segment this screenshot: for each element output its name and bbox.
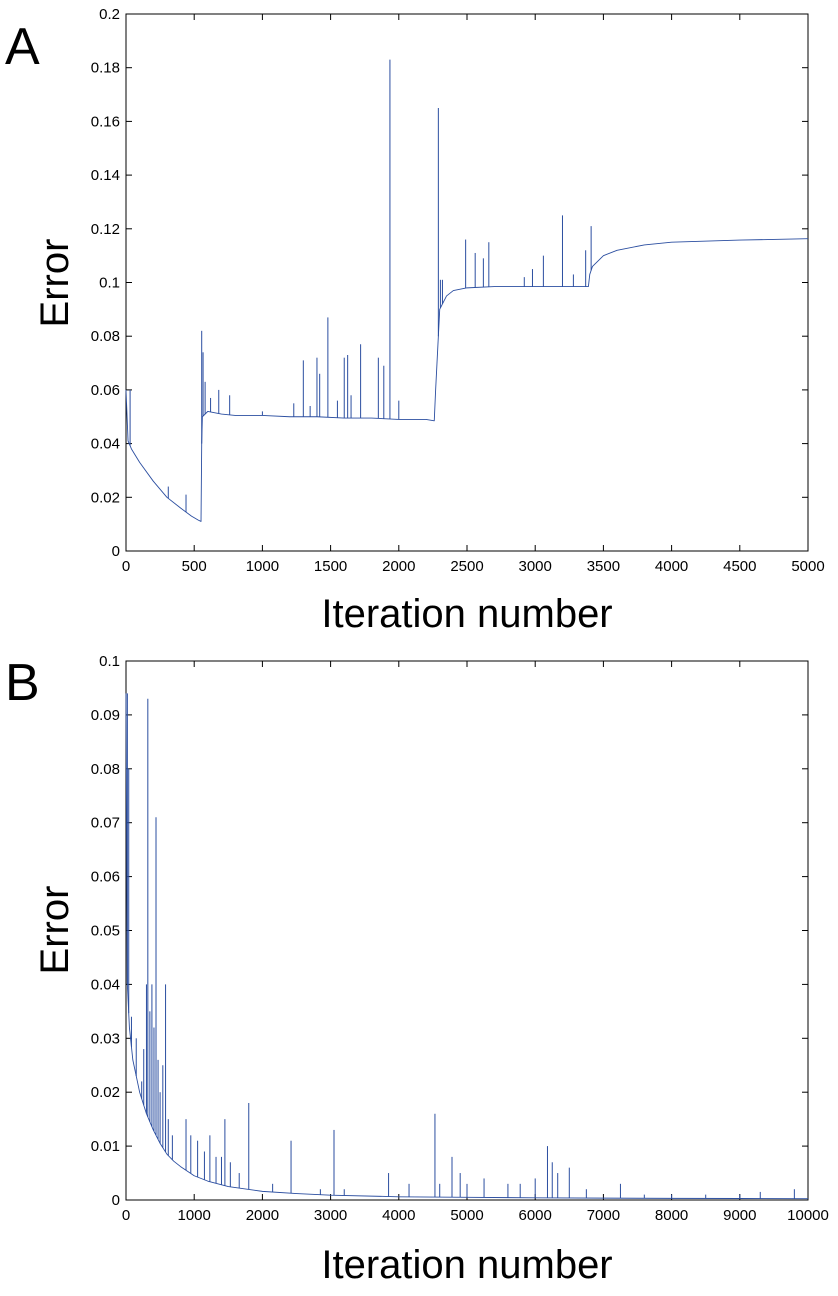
x-tick-label-b: 0	[122, 1207, 130, 1224]
x-tick-label-a: 3500	[587, 558, 620, 575]
y-tick-label-a: 0.02	[91, 489, 120, 506]
y-tick-label-a: 0.06	[91, 382, 120, 399]
x-tick-label-a: 2500	[450, 558, 483, 575]
x-tick-label-a: 4500	[723, 558, 756, 575]
y-tick-label-a: 0.18	[91, 60, 120, 77]
x-tick-label-b: 9000	[723, 1207, 756, 1224]
plot-frame-b	[125, 660, 809, 1201]
x-tick-label-b: 8000	[655, 1207, 688, 1224]
plot-frame-a	[125, 13, 809, 552]
y-tick-label-b: 0.08	[91, 761, 120, 778]
y-tick-label-a: 0.14	[91, 167, 120, 184]
y-tick-label-a: 0.16	[91, 113, 120, 130]
y-tick-label-a: 0.08	[91, 328, 120, 345]
chart-panel-b: B 0 1000 2000 3000 4000 5000 6000 7000 8000 9000 1…	[5, 653, 829, 1287]
chart-panel-a: A 0 500 1000 1500 2000 2500 3000 3500 4000 4500 50…	[5, 6, 825, 636]
x-tick-label-a: 0	[122, 558, 130, 575]
x-tick-label-a: 4000	[655, 558, 688, 575]
x-axis-title-b: Iteration number	[321, 1243, 612, 1287]
x-tick-label-b: 7000	[587, 1207, 620, 1224]
x-tick-label-a: 2000	[382, 558, 415, 575]
x-tick-label-b: 6000	[519, 1207, 552, 1224]
x-tick-label-b: 10000	[787, 1207, 829, 1224]
x-tick-label-a: 500	[182, 558, 207, 575]
error-trace-a	[125, 238, 809, 522]
y-tick-label-b: 0.07	[91, 815, 120, 832]
y-tick-label-b: 0	[112, 1192, 120, 1209]
error-trace-b	[125, 693, 809, 1200]
y-tick-label-a: 0.04	[91, 436, 120, 453]
panel-label-b: B	[5, 654, 40, 712]
y-axis-title-a: Error	[33, 239, 77, 328]
y-tick-label-b: 0.1	[99, 653, 120, 670]
x-tick-label-a: 5000	[791, 558, 824, 575]
x-tick-label-b: 3000	[314, 1207, 347, 1224]
y-tick-label-b: 0.05	[91, 923, 120, 940]
y-tick-label-b: 0.02	[91, 1084, 120, 1101]
x-tick-label-b: 2000	[246, 1207, 279, 1224]
x-tick-label-b: 4000	[382, 1207, 415, 1224]
x-tick-label-b: 5000	[450, 1207, 483, 1224]
x-tick-label-a: 1000	[246, 558, 279, 575]
y-tick-label-b: 0.06	[91, 869, 120, 886]
y-tick-label-a: 0	[112, 543, 120, 560]
y-axis-title-b: Error	[33, 886, 77, 975]
x-tick-label-a: 1500	[314, 558, 347, 575]
y-tick-label-a: 0.12	[91, 221, 120, 238]
panel-label-a: A	[5, 18, 40, 76]
y-tick-label-b: 0.04	[91, 976, 120, 993]
y-tick-label-b: 0.03	[91, 1030, 120, 1047]
y-tick-label-a: 0.1	[99, 275, 120, 292]
x-axis-title-a: Iteration number	[321, 592, 612, 636]
y-tick-label-b: 0.09	[91, 707, 120, 724]
x-tick-label-b: 1000	[178, 1207, 211, 1224]
y-tick-label-b: 0.01	[91, 1138, 120, 1155]
y-tick-label-a: 0.2	[99, 6, 120, 23]
x-tick-label-a: 3000	[519, 558, 552, 575]
